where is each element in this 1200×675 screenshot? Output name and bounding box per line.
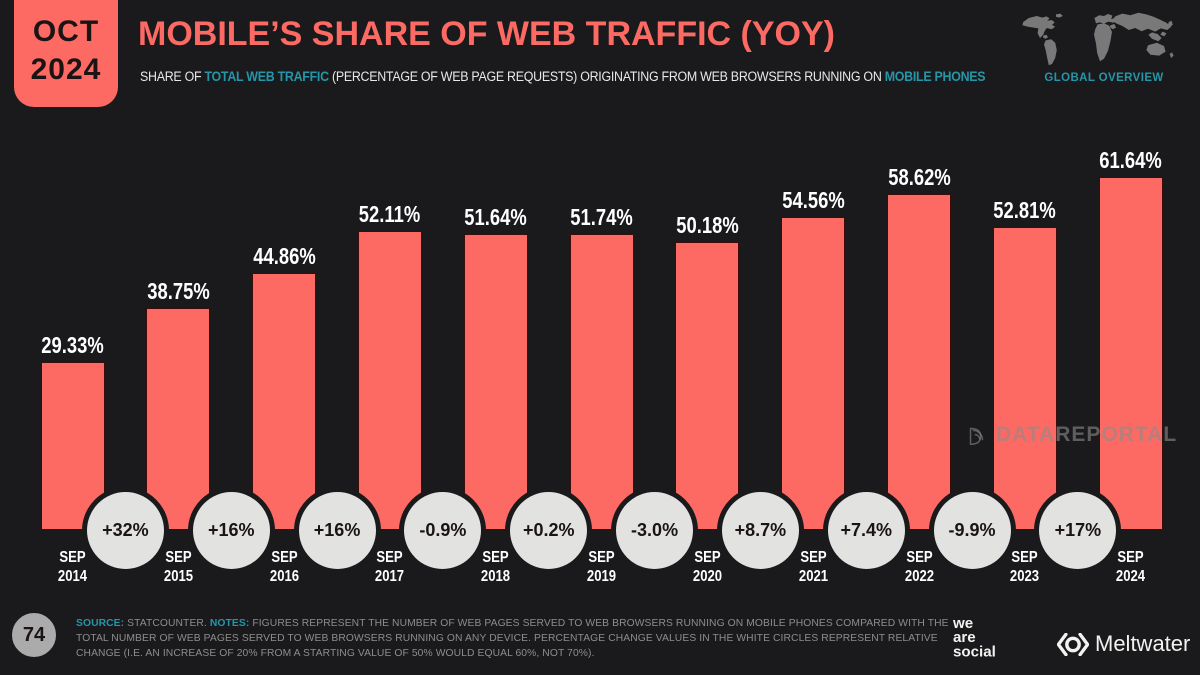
svg-text:social: social bbox=[953, 643, 996, 660]
